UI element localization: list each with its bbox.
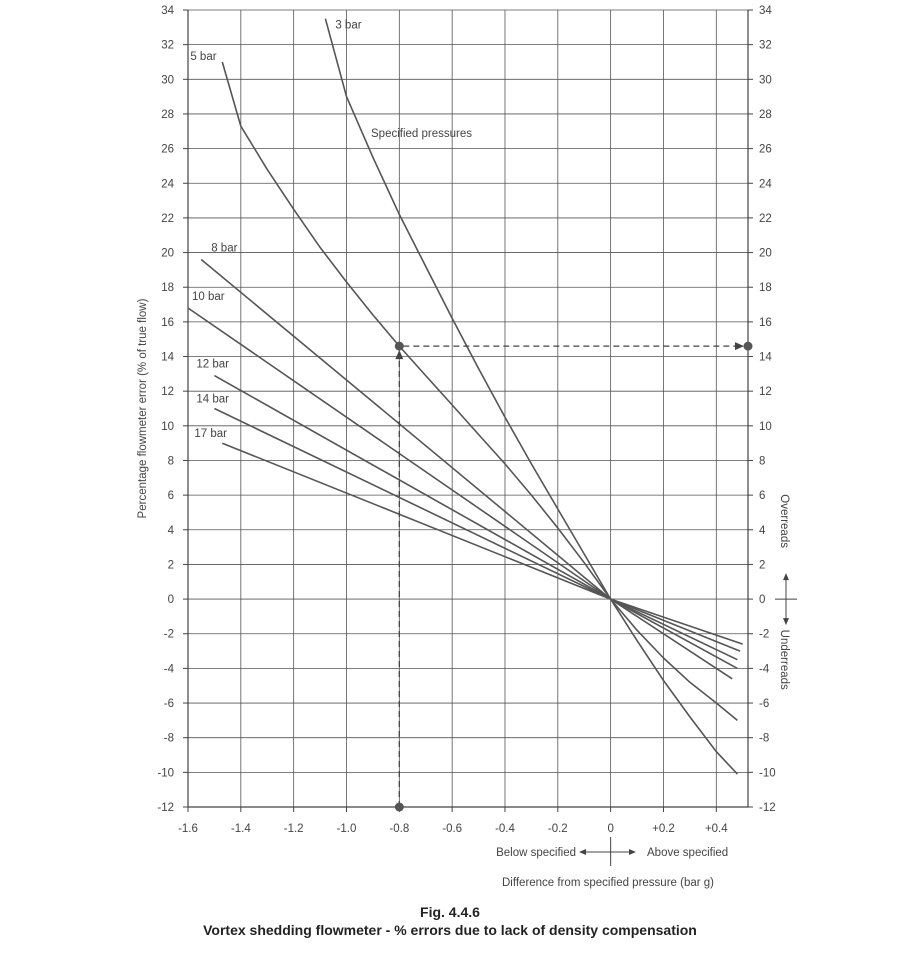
y-tick-label: 32 — [161, 40, 174, 52]
y-tick-label-right: 8 — [759, 455, 765, 467]
series-line — [324, 18, 738, 775]
y-tick-label: 10 — [161, 421, 174, 433]
y-tick-label: -6 — [164, 698, 174, 710]
y-tick-label: 24 — [161, 178, 174, 190]
flowmeter-error-chart: -12 -12-10 -10-8 -8-6 -6-4 -4-2 -20 02 24 46 68 810… — [137, 5, 797, 889]
y-tick-label-right: 34 — [759, 5, 772, 17]
y-tick-label-right: 24 — [759, 178, 772, 190]
y-tick-label-right: 12 — [759, 386, 772, 398]
y-tick-label-right: 10 — [759, 421, 772, 433]
overreads-arrowhead — [783, 573, 789, 581]
y-axis-title: Percentage flowmeter error (% of true fl… — [137, 298, 149, 518]
y-tick-label: -2 — [164, 629, 174, 641]
y-tick-label-right: 16 — [759, 317, 772, 329]
y-tick-label-right: 0 — [759, 594, 765, 606]
series-line — [222, 442, 743, 645]
series-line — [214, 374, 738, 661]
y-tick-label-right: 26 — [759, 144, 772, 156]
y-tick-label: -8 — [164, 733, 174, 745]
example-point-curve — [394, 341, 404, 351]
y-tick-label: -4 — [164, 663, 175, 675]
example-point-right-axis — [743, 341, 753, 351]
series-labels: 3 bar 5 bar 8 bar 10 bar 12 bar 14 bar 17 bar — [190, 20, 361, 440]
example-arrowhead-right — [735, 342, 744, 351]
underreads-label: Underreads — [778, 630, 790, 690]
x-tick-label: -1.0 — [337, 823, 357, 835]
y-tick-label-right: 4 — [759, 525, 766, 537]
underreads-arrowhead — [783, 618, 789, 626]
x-tick-label: -1.6 — [178, 823, 198, 835]
series-label: 3 bar — [335, 20, 361, 32]
y-tick-label: 12 — [161, 386, 174, 398]
y-tick-label-right: 18 — [759, 282, 772, 294]
x-axis-title: Difference from specified pressure (bar … — [502, 877, 714, 889]
grid — [187, 9, 749, 808]
y-tick-label-right: -8 — [759, 733, 769, 745]
annotations: Specified pressures Percentage flowmeter… — [137, 128, 797, 889]
x-tick-label: -0.4 — [495, 823, 515, 835]
example-arrowhead-up — [395, 350, 404, 360]
y-tick-label: 14 — [161, 352, 174, 364]
above-specified-label: Above specified — [647, 847, 728, 859]
below-arrowhead — [579, 849, 586, 855]
x-tick-label: -1.2 — [284, 823, 304, 835]
y-tick-label: -12 — [157, 802, 174, 814]
y-tick-label: 4 — [168, 525, 175, 537]
series-line — [221, 61, 738, 722]
y-tick-label-right: 20 — [759, 248, 772, 260]
y-tick-label: 0 — [168, 594, 174, 606]
x-tick-label: -0.2 — [548, 823, 568, 835]
x-tick-label: -0.6 — [442, 823, 462, 835]
y-tick-label-right: -4 — [759, 663, 770, 675]
y-tick-label: 2 — [168, 559, 174, 571]
y-tick-label: 20 — [161, 248, 174, 260]
y-tick-label-right: -10 — [759, 767, 776, 779]
figure-title: Vortex shedding flowmeter - % errors due… — [203, 922, 697, 938]
y-tick-label: 8 — [168, 455, 174, 467]
y-tick-label-right: 30 — [759, 74, 772, 86]
y-tick-label-right: -12 — [759, 802, 776, 814]
series-label: 17 bar — [194, 428, 227, 440]
y-tick-label-right: 32 — [759, 40, 772, 52]
y-tick-label: 22 — [161, 213, 174, 225]
y-tick-label-right: -6 — [759, 698, 769, 710]
series-label: 14 bar — [196, 394, 229, 406]
y-tick-label-right: 6 — [759, 490, 765, 502]
example-point-xaxis — [394, 802, 404, 812]
figure-number: Fig. 4.4.6 — [420, 904, 480, 920]
y-tick-label-right: -2 — [759, 629, 769, 641]
y-tick-label-right: 22 — [759, 213, 772, 225]
x-tick-label: +0.2 — [652, 823, 675, 835]
y-tick-label-right: 14 — [759, 352, 772, 364]
y-tick-label-right: 2 — [759, 559, 765, 571]
series-lines — [187, 18, 743, 775]
y-tick-label: 16 — [161, 317, 174, 329]
x-tick-label: 0 — [607, 823, 613, 835]
above-arrowhead — [629, 849, 636, 855]
specified-pressures-label: Specified pressures — [371, 128, 472, 140]
series-label: 5 bar — [190, 51, 216, 63]
tick-labels: -12 -12-10 -10-8 -8-6 -6-4 -4-2 -20 02 24 46 68 810… — [157, 5, 775, 835]
y-tick-label: 6 — [168, 490, 174, 502]
y-tick-label-right: 28 — [759, 109, 772, 121]
y-tick-label: 34 — [161, 5, 174, 17]
y-tick-label: 18 — [161, 282, 174, 294]
x-tick-label: -0.8 — [389, 823, 409, 835]
y-tick-label: 28 — [161, 109, 174, 121]
x-tick-label: +0.4 — [705, 823, 728, 835]
x-tick-label: -1.4 — [231, 823, 251, 835]
y-tick-label: 26 — [161, 144, 174, 156]
overreads-label: Overreads — [778, 494, 790, 548]
series-label: 12 bar — [196, 359, 229, 371]
series-label: 10 bar — [192, 291, 225, 303]
series-label: 8 bar — [211, 242, 237, 254]
below-specified-label: Below specified — [496, 847, 576, 859]
y-tick-label: -10 — [157, 767, 174, 779]
y-tick-label: 30 — [161, 74, 174, 86]
